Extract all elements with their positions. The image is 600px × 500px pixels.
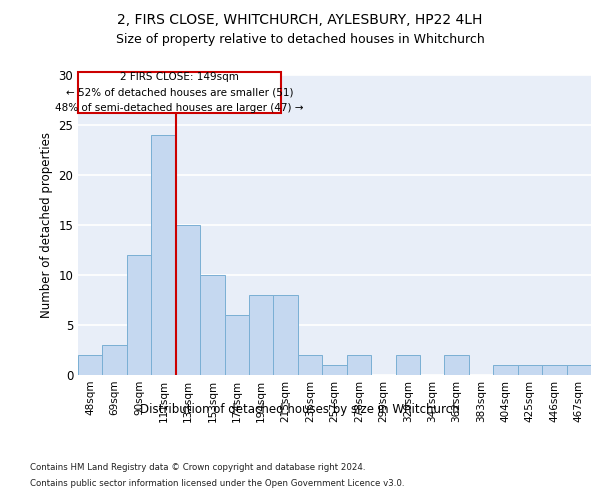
Text: 2, FIRS CLOSE, WHITCHURCH, AYLESBURY, HP22 4LH: 2, FIRS CLOSE, WHITCHURCH, AYLESBURY, HP… xyxy=(118,12,482,26)
Bar xyxy=(395,355,420,375)
Bar xyxy=(103,345,127,375)
Bar xyxy=(151,135,176,375)
Text: 2 FIRS CLOSE: 149sqm
← 52% of detached houses are smaller (51)
48% of semi-detac: 2 FIRS CLOSE: 149sqm ← 52% of detached h… xyxy=(55,72,304,113)
Bar xyxy=(493,365,518,375)
Bar xyxy=(347,355,371,375)
Bar xyxy=(542,365,566,375)
Bar xyxy=(445,355,469,375)
Bar xyxy=(176,225,200,375)
Bar xyxy=(78,72,281,113)
Bar xyxy=(274,295,298,375)
Bar xyxy=(127,255,151,375)
Bar xyxy=(518,365,542,375)
Bar xyxy=(566,365,591,375)
Text: Distribution of detached houses by size in Whitchurch: Distribution of detached houses by size … xyxy=(140,402,460,415)
Bar xyxy=(249,295,274,375)
Bar xyxy=(322,365,347,375)
Y-axis label: Number of detached properties: Number of detached properties xyxy=(40,132,53,318)
Bar xyxy=(224,315,249,375)
Bar xyxy=(298,355,322,375)
Text: Contains public sector information licensed under the Open Government Licence v3: Contains public sector information licen… xyxy=(30,479,404,488)
Bar xyxy=(78,355,103,375)
Text: Contains HM Land Registry data © Crown copyright and database right 2024.: Contains HM Land Registry data © Crown c… xyxy=(30,462,365,471)
Bar xyxy=(200,275,224,375)
Text: Size of property relative to detached houses in Whitchurch: Size of property relative to detached ho… xyxy=(116,32,484,46)
